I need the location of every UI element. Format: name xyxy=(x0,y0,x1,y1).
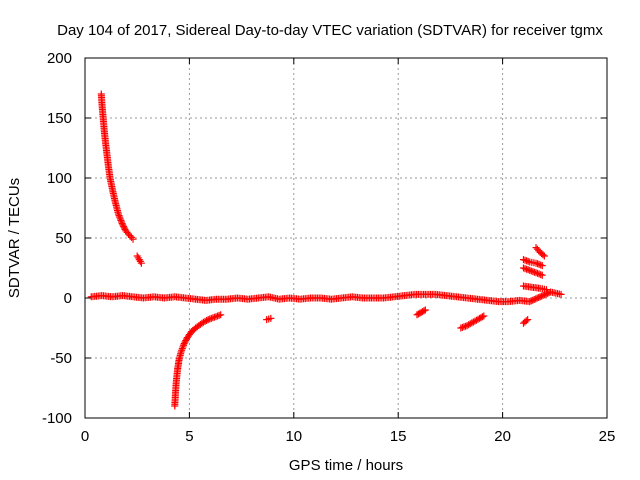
data-point-fill xyxy=(118,218,126,226)
data-point-fill xyxy=(535,293,543,301)
data-point-fill xyxy=(544,289,552,297)
x-tick-label: 10 xyxy=(285,428,302,445)
y-tick-label: -50 xyxy=(50,350,72,367)
data-point xyxy=(538,271,546,279)
data-point-fill xyxy=(478,313,486,321)
series-arc-negative xyxy=(171,311,225,410)
data-point-fill xyxy=(522,317,530,325)
data-point xyxy=(177,348,185,356)
data-point-fill xyxy=(182,337,190,345)
data-points xyxy=(87,90,565,410)
data-point-fill xyxy=(180,341,188,349)
series-arc-positive-tail xyxy=(133,252,145,267)
data-point xyxy=(180,340,188,348)
data-point-fill xyxy=(179,343,187,351)
x-tick-label: 0 xyxy=(81,428,89,445)
data-point-fill xyxy=(536,293,544,301)
data-point xyxy=(267,314,275,322)
y-tick-labels: -100 -50 0 50 100 150 200 xyxy=(42,50,72,427)
data-point xyxy=(526,298,534,306)
y-tick-label: 50 xyxy=(55,230,72,247)
y-tick-label: -100 xyxy=(42,410,72,427)
y-tick-label: 0 xyxy=(64,290,72,307)
data-point-fill xyxy=(532,295,540,303)
data-point-fill xyxy=(178,346,186,354)
x-tick-label: 15 xyxy=(390,428,407,445)
data-point xyxy=(114,210,122,218)
data-point-fill xyxy=(529,296,537,304)
x-tick-label: 25 xyxy=(599,428,616,445)
data-point-fill xyxy=(203,317,211,324)
data-point xyxy=(540,252,548,260)
series-arc-21h-lower xyxy=(519,264,546,279)
y-tick-label: 150 xyxy=(47,110,72,127)
data-point-fill xyxy=(115,212,123,220)
data-point-fill xyxy=(527,297,535,305)
data-point-fill xyxy=(539,291,547,299)
x-tick-label: 20 xyxy=(494,428,511,445)
data-point-fill xyxy=(538,292,546,300)
chart-title: Day 104 of 2017, Sidereal Day-to-day VTE… xyxy=(57,22,603,39)
data-point-fill xyxy=(420,307,428,315)
series-arc-18h xyxy=(457,312,488,332)
data-point xyxy=(421,306,429,314)
data-point-fill xyxy=(533,294,541,302)
data-point xyxy=(129,235,137,243)
grid-lines xyxy=(85,58,607,418)
data-point xyxy=(542,286,550,294)
data-point-fill xyxy=(116,213,124,221)
x-axis-label: GPS time / hours xyxy=(289,457,403,474)
series-arc-16h xyxy=(413,306,429,319)
axis-ticks xyxy=(84,57,608,419)
data-point xyxy=(538,262,546,270)
data-point xyxy=(137,259,145,267)
series-baseline xyxy=(87,288,565,306)
series-arc-21h-neg xyxy=(519,316,532,327)
x-tick-labels: 0 5 10 15 20 25 xyxy=(81,428,616,445)
data-point-fill xyxy=(539,251,547,259)
series-arc-21h-mid xyxy=(519,256,546,270)
data-point xyxy=(480,312,488,320)
data-point-fill xyxy=(125,230,132,238)
series-arc-21h-upper xyxy=(532,244,548,260)
data-point xyxy=(557,290,565,298)
data-point xyxy=(217,311,225,319)
data-point-fill xyxy=(117,216,125,224)
y-tick-label: 100 xyxy=(47,170,72,187)
data-point-fill xyxy=(181,338,189,346)
data-point-fill xyxy=(116,215,124,223)
x-tick-label: 5 xyxy=(185,428,193,445)
y-tick-label: 200 xyxy=(47,50,72,67)
data-point xyxy=(524,316,532,324)
y-axis-label: SDTVAR / TECUs xyxy=(6,178,23,298)
data-point-fill xyxy=(474,315,482,323)
series-arc-positive xyxy=(97,90,137,243)
series-arc-9h xyxy=(263,314,275,324)
data-point-fill xyxy=(530,296,538,304)
data-point-fill xyxy=(178,345,186,353)
series-arc-21h-base xyxy=(519,282,550,294)
